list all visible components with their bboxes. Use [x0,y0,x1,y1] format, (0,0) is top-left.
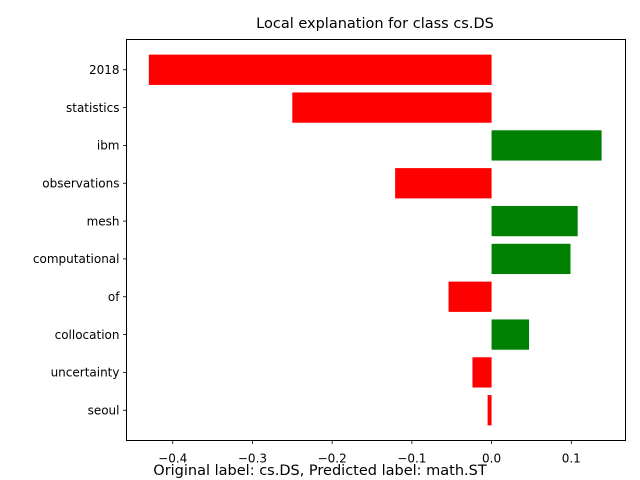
x-tick-label: 0.1 [562,452,581,466]
x-tick-label: −0.2 [318,452,347,466]
y-tick-label: uncertainty [51,366,120,380]
chart-title: Local explanation for class cs.DS [256,16,494,32]
bar-statistics [292,92,492,123]
bar-uncertainty [472,357,492,388]
bar-collocation [491,319,530,350]
y-tick-label: computational [33,252,120,266]
bar-2018 [148,54,492,85]
bar-observations [395,168,492,199]
bar-computational [491,243,571,275]
x-tick-label: 0.0 [482,452,501,466]
y-tick-label: observations [42,177,119,191]
bars-layer [148,54,602,426]
x-tick-label: −0.3 [238,452,267,466]
y-tick-label: ibm [97,139,120,153]
y-tick-label: collocation [55,328,120,342]
y-tick-label: of [108,290,120,304]
ticks-layer: 2018 statistics ibm observations mesh computa… [33,63,581,465]
bar-of [448,281,492,312]
bar-ibm [491,130,602,161]
y-tick-label: seoul [88,404,120,418]
y-tick-label: statistics [66,101,120,115]
x-tick-label: −0.1 [397,452,426,466]
y-tick-label: 2018 [89,63,120,77]
plot-frame [126,39,626,441]
x-tick-label: −0.4 [158,452,187,466]
chart-caption: Original label: cs.DS, Predicted label: … [153,463,487,479]
bar-mesh [491,205,578,237]
y-tick-label: mesh [87,214,120,228]
bar-seoul [487,395,492,426]
